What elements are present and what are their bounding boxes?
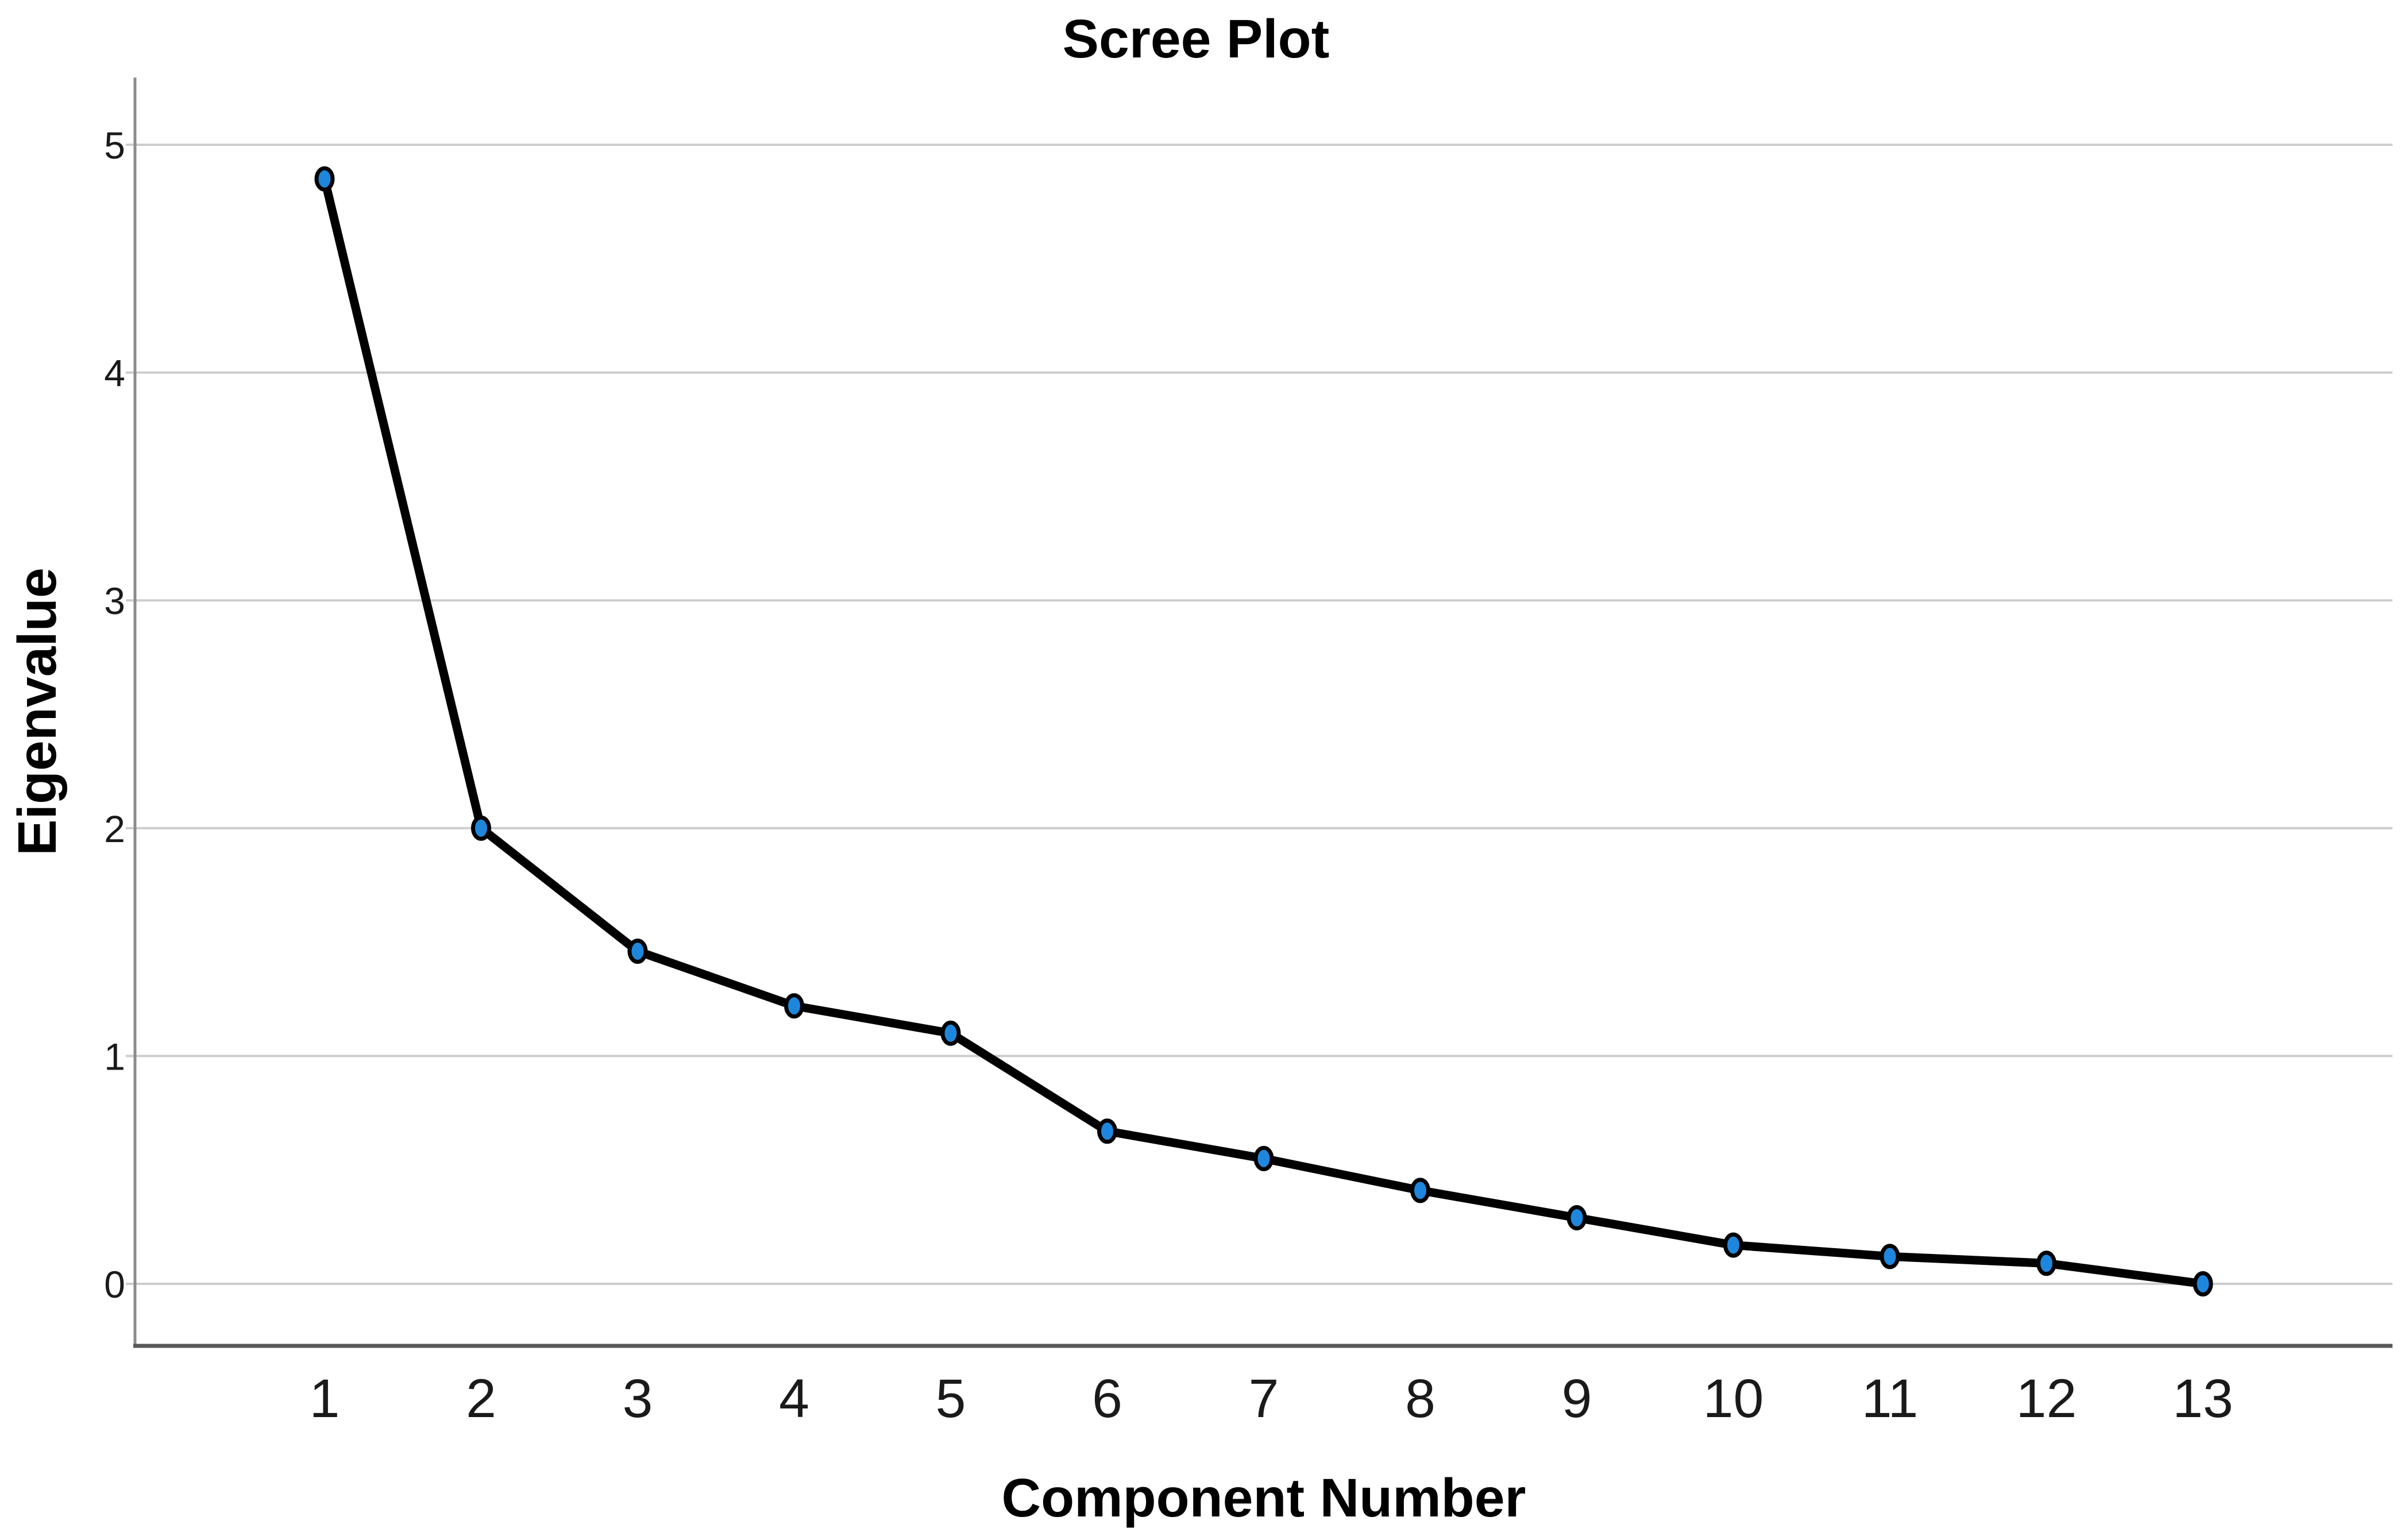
data-point-marker: [1097, 1118, 1117, 1144]
x-tick-label: 9: [1562, 1368, 1592, 1429]
x-tick-label: 4: [779, 1368, 809, 1429]
gridlines-layer: [126, 144, 2392, 1285]
x-tick-label: 8: [1405, 1368, 1435, 1429]
y-tick-label: 5: [104, 124, 125, 167]
x-axis-label: Component Number: [1001, 1468, 1526, 1529]
data-point-marker: [1880, 1244, 1900, 1269]
x-tick-labels-layer: 1 2 3 4 5 6 7 8 9 10 11 12 13: [310, 1368, 2233, 1429]
data-point-marker: [2193, 1271, 2213, 1296]
data-point-marker: [784, 993, 804, 1019]
y-tick-label: 2: [104, 808, 125, 850]
series-layer: [314, 166, 2213, 1296]
data-point-marker: [627, 938, 648, 964]
x-tick-label: 13: [2172, 1368, 2233, 1429]
x-tick-label: 7: [1249, 1368, 1279, 1429]
x-tick-label: 2: [466, 1368, 496, 1429]
data-point-marker: [1723, 1232, 1743, 1258]
y-tick-label: 3: [104, 580, 125, 622]
chart-title: Scree Plot: [1063, 9, 1330, 70]
data-point-marker: [2036, 1250, 2056, 1276]
x-tick-label: 1: [310, 1368, 340, 1429]
data-point-marker: [314, 166, 335, 192]
data-point-marker: [1566, 1205, 1587, 1230]
y-tick-label: 1: [104, 1035, 125, 1078]
x-tick-label: 6: [1092, 1368, 1122, 1429]
data-point-marker: [940, 1020, 961, 1046]
x-tick-label: 11: [1862, 1368, 1919, 1429]
data-point-marker: [1253, 1145, 1274, 1171]
y-axis-label: Eigenvalue: [7, 568, 68, 856]
x-tick-label: 12: [2016, 1368, 2077, 1429]
y-tick-labels-layer: 0 1 2 3 4 5: [104, 124, 125, 1306]
x-tick-label: 10: [1703, 1368, 1764, 1429]
y-tick-label: 4: [104, 352, 125, 395]
y-tick-label: 0: [104, 1263, 125, 1306]
x-tick-label: 5: [936, 1368, 966, 1429]
axes-layer: [133, 78, 2392, 1348]
data-point-marker: [1410, 1178, 1430, 1203]
scree-line: [320, 174, 2208, 1288]
data-point-marker: [471, 815, 491, 841]
x-tick-label: 3: [623, 1368, 653, 1429]
